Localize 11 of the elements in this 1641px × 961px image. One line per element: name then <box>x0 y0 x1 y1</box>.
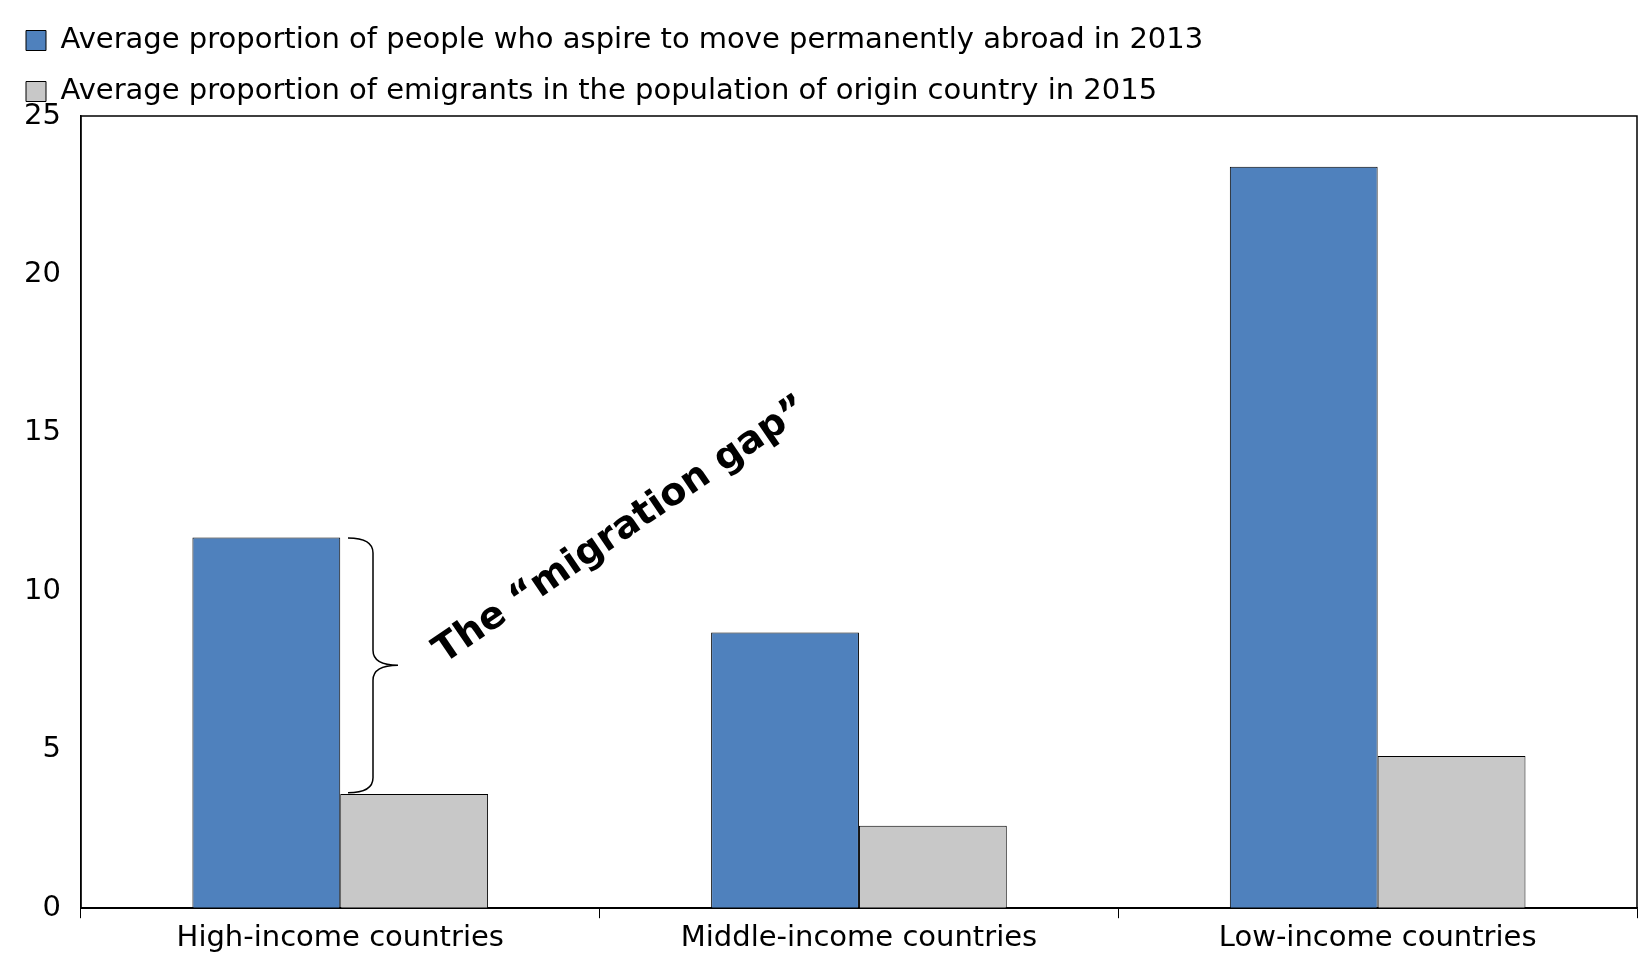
x-tick-label: Low-income countries <box>1218 919 1537 954</box>
y-tick-label: 25 <box>24 96 61 131</box>
legend-label: Average proportion of emigrants in the population of origin country in 2015 <box>60 72 1158 107</box>
y-tick-label: 0 <box>42 888 61 923</box>
y-tick-label: 10 <box>24 571 61 606</box>
y-tick-label: 5 <box>42 730 61 765</box>
y-tick-label: 20 <box>24 254 61 289</box>
x-tick-label: High-income countries <box>176 919 504 954</box>
legend-label: Average proportion of people who aspire to move permanently abroad in 2013 <box>60 21 1204 56</box>
y-tick-label: 15 <box>24 413 61 448</box>
x-tick-label: Middle-income countries <box>680 919 1038 954</box>
